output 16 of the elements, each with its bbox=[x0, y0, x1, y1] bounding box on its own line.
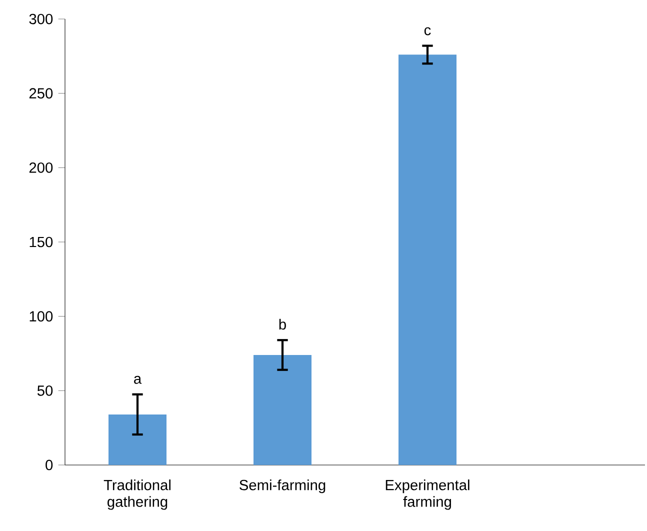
annotation: c bbox=[424, 27, 431, 36]
annotation: b bbox=[279, 318, 286, 330]
y-tick-label: 50 bbox=[37, 385, 53, 396]
y-tick-label: 250 bbox=[29, 88, 53, 99]
y-tick-label: 200 bbox=[29, 162, 53, 173]
x-tick-label: Semi-farming bbox=[240, 479, 326, 494]
y-tick-label: 0 bbox=[46, 460, 53, 470]
bar bbox=[254, 354, 312, 465]
x-tick-label: Traditional gathering bbox=[104, 479, 170, 510]
x-tick-label: Experimental farming bbox=[386, 479, 470, 510]
y-tick-label: 300 bbox=[29, 14, 53, 24]
y-tick-label: 150 bbox=[30, 236, 53, 248]
y-tick-label: 100 bbox=[30, 311, 53, 322]
bar bbox=[398, 54, 456, 465]
annotation: a bbox=[134, 376, 142, 384]
bar bbox=[108, 414, 167, 465]
